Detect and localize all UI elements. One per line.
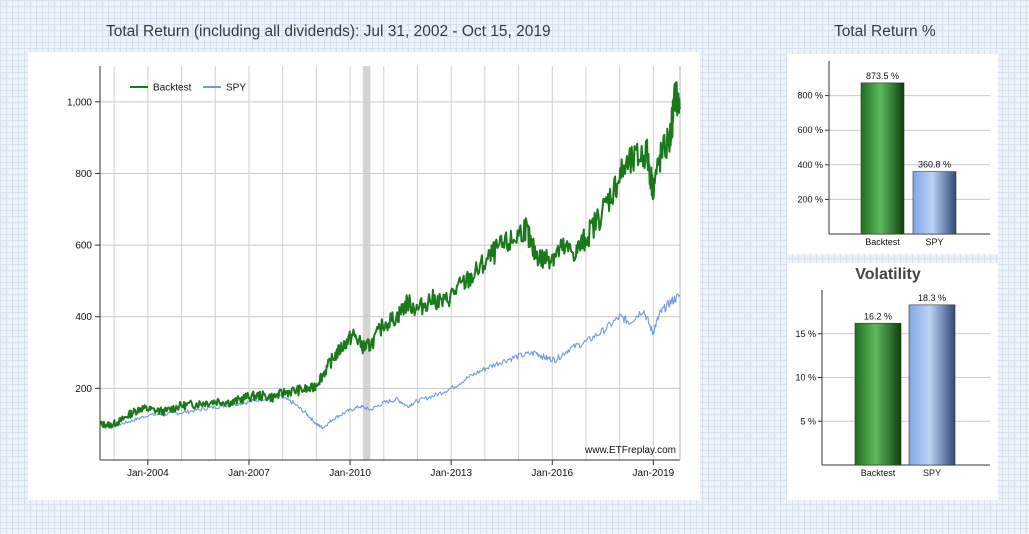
volatility-y-tick-label: 15 % bbox=[795, 329, 816, 339]
y-tick-label: 1,000 bbox=[67, 97, 92, 108]
x-tick-label: Jan-2010 bbox=[329, 468, 371, 479]
y-tick-label: 800 bbox=[75, 169, 92, 180]
return-value-label: 873.5 % bbox=[866, 71, 899, 81]
return-bar-spy bbox=[912, 171, 957, 235]
y-tick-label: 600 bbox=[75, 241, 92, 252]
watermark: www.ETFreplay.com bbox=[584, 445, 676, 456]
volatility-title: Volatility bbox=[855, 266, 921, 283]
return-value-label: 360.8 % bbox=[918, 160, 951, 170]
volatility-category-label: Backtest bbox=[861, 468, 896, 478]
x-tick-label: Jan-2004 bbox=[127, 468, 169, 479]
x-tick-label: Jan-2007 bbox=[228, 468, 270, 479]
y-tick-label: 400 bbox=[75, 312, 92, 323]
return-y-tick-label: 800 % bbox=[797, 91, 823, 101]
volatility-y-tick-label: 10 % bbox=[795, 373, 816, 383]
total-return-title: Total Return % bbox=[834, 23, 936, 40]
return-category-label: Backtest bbox=[865, 237, 900, 247]
legend-backtest-label: Backtest bbox=[153, 83, 192, 94]
return-y-tick-label: 600 % bbox=[797, 125, 823, 135]
y-tick-label: 200 bbox=[75, 384, 92, 395]
x-tick-label: Jan-2016 bbox=[531, 468, 573, 479]
return-y-tick-label: 200 % bbox=[797, 194, 823, 204]
spy-line bbox=[100, 293, 681, 430]
return-bar-backtest bbox=[860, 82, 905, 235]
volatility-bar-backtest bbox=[854, 322, 902, 466]
x-tick-label: Jan-2013 bbox=[430, 468, 472, 479]
volatility-bar-spy bbox=[908, 304, 956, 466]
main-chart-title: Total Return (including all dividends): … bbox=[106, 23, 551, 40]
volatility-value-label: 16.2 % bbox=[864, 311, 892, 321]
legend-spy-label: SPY bbox=[226, 83, 246, 94]
return-category-label: SPY bbox=[925, 237, 943, 247]
return-y-tick-label: 400 % bbox=[797, 160, 823, 170]
volatility-category-label: SPY bbox=[923, 468, 941, 478]
x-tick-label: Jan-2019 bbox=[633, 468, 675, 479]
volatility-y-tick-label: 5 % bbox=[800, 416, 816, 426]
shaded-period bbox=[362, 66, 371, 460]
volatility-value-label: 18.3 % bbox=[918, 293, 946, 303]
backtest-line bbox=[99, 81, 681, 429]
